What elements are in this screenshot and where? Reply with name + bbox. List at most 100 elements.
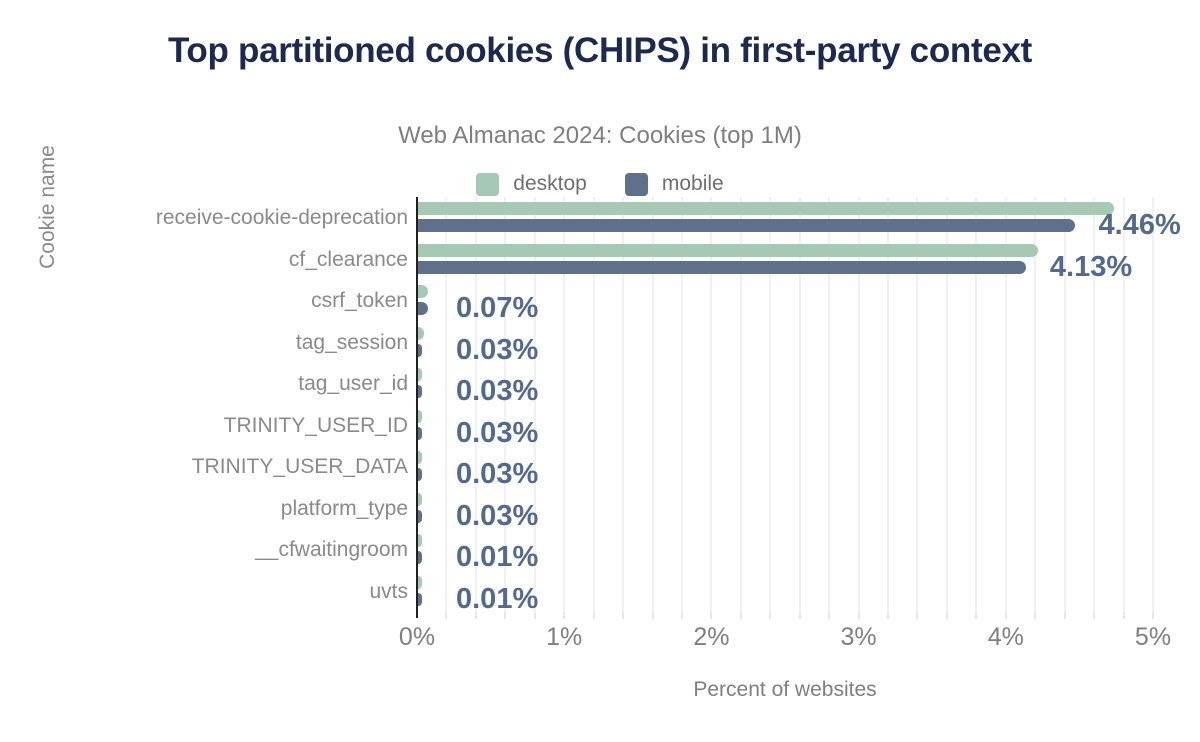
row-label: csrf_token xyxy=(311,289,408,312)
axis-tick-mark xyxy=(798,612,801,619)
bar-group: 0.03% xyxy=(418,446,1200,490)
gridline xyxy=(1093,197,1096,612)
value-label: 0.01% xyxy=(456,582,539,615)
axis-tick-mark xyxy=(1063,612,1066,619)
chart-subtitle: Web Almanac 2024: Cookies (top 1M) xyxy=(398,122,802,149)
mobile-swatch-icon xyxy=(624,172,648,196)
axis-tick-mark xyxy=(710,612,713,619)
axis-tick-mark xyxy=(769,612,772,619)
value-label: 0.01% xyxy=(456,541,539,573)
gridline xyxy=(533,197,536,612)
gridline xyxy=(680,197,683,612)
row-label: TRINITY_USER_DATA xyxy=(191,455,408,478)
mobile-bar xyxy=(418,509,423,523)
axis-tick-mark xyxy=(1152,612,1154,619)
gridline xyxy=(651,197,654,612)
gridline xyxy=(445,197,448,612)
bar-rows: receive-cookie-deprecation 4.46% cf_clea… xyxy=(0,197,1200,615)
axis-tick-mark xyxy=(1004,612,1007,619)
bar-group: 0.03% xyxy=(418,322,1200,366)
gridline xyxy=(739,197,742,612)
mobile-bar xyxy=(418,592,422,606)
desktop-bar xyxy=(418,575,422,589)
y-axis-line xyxy=(416,197,418,618)
plot-area: desktop mobile receive-cookie-deprecatio… xyxy=(0,172,1200,727)
bar-row: TRINITY_USER_ID 0.03% xyxy=(0,405,1200,449)
mobile-bar xyxy=(418,219,1075,232)
x-tick-label: 3% xyxy=(840,623,877,651)
x-tick-label: 5% xyxy=(1134,623,1172,651)
bar-row: uvts 0.01% xyxy=(0,571,1200,615)
gridline xyxy=(916,197,919,612)
desktop-bar xyxy=(418,451,423,464)
mobile-bar xyxy=(418,302,429,315)
gridline xyxy=(769,197,772,612)
row-label: cf_clearance xyxy=(288,247,408,271)
axis-tick-mark xyxy=(945,612,948,619)
row-label: platform_type xyxy=(280,496,408,520)
x-tick-label: 0% xyxy=(398,623,436,651)
desktop-bar xyxy=(418,492,423,506)
gridline xyxy=(504,197,507,612)
row-label: tag_session xyxy=(295,330,408,354)
desktop-bar xyxy=(418,326,424,340)
axis-tick-mark xyxy=(1034,612,1037,619)
axis-tick-mark xyxy=(887,612,890,619)
row-label: __cfwaitingroom xyxy=(255,538,408,561)
legend-item-desktop[interactable]: desktop xyxy=(476,172,587,196)
bar-group: 0.01% xyxy=(418,571,1200,615)
value-label: 0.03% xyxy=(456,333,539,366)
bar-row: csrf_token 0.07% xyxy=(0,280,1200,324)
row-label: uvts xyxy=(369,579,408,603)
gridline xyxy=(1122,197,1125,612)
axis-tick-mark xyxy=(592,612,595,619)
x-tick-label: 1% xyxy=(546,623,583,651)
bar-group: 4.13% xyxy=(418,239,1200,283)
mobile-bar xyxy=(418,260,1026,274)
desktop-bar xyxy=(418,285,429,298)
mobile-bar xyxy=(418,426,423,440)
gridline xyxy=(1004,197,1007,612)
axis-tick-mark xyxy=(1122,612,1125,619)
value-label: 4.46% xyxy=(1098,209,1181,241)
mobile-bar xyxy=(418,468,423,481)
gridline xyxy=(474,197,477,612)
value-label: 0.03% xyxy=(456,458,539,490)
row-label: TRINITY_USER_ID xyxy=(223,413,408,437)
mobile-bar xyxy=(418,551,422,564)
gridline xyxy=(1152,197,1154,612)
desktop-swatch-icon xyxy=(476,172,500,196)
row-label: receive-cookie-deprecation xyxy=(155,206,408,229)
gridline xyxy=(857,197,860,612)
axis-tick-mark xyxy=(1093,612,1096,619)
bar-row: __cfwaitingroom 0.01% xyxy=(0,529,1200,573)
legend-item-mobile[interactable]: mobile xyxy=(624,172,724,196)
value-label: 0.07% xyxy=(456,292,539,324)
bar-group: 0.07% xyxy=(418,280,1200,324)
x-tick-label: 4% xyxy=(987,623,1024,651)
axis-tick-mark xyxy=(474,612,477,619)
value-label: 0.03% xyxy=(456,416,539,449)
axis-tick-mark xyxy=(680,612,683,619)
desktop-bar xyxy=(418,409,423,423)
axis-tick-mark xyxy=(828,612,831,619)
desktop-bar xyxy=(418,534,422,547)
gridline xyxy=(828,197,831,612)
axis-tick-mark xyxy=(533,612,536,619)
bar-row: platform_type 0.03% xyxy=(0,488,1200,532)
gridline xyxy=(710,197,713,612)
bar-row: receive-cookie-deprecation 4.46% xyxy=(0,197,1200,241)
x-tick-label: 2% xyxy=(693,623,730,651)
axis-tick-mark xyxy=(916,612,919,619)
gridline xyxy=(975,197,978,612)
grid-layer xyxy=(417,197,1155,612)
axis-tick-mark xyxy=(857,612,860,619)
bar-group: 0.03% xyxy=(418,405,1200,449)
axis-tick-mark xyxy=(504,612,507,619)
axis-tick-mark xyxy=(563,612,566,619)
desktop-bar xyxy=(418,202,1115,215)
gridline xyxy=(1034,197,1037,612)
chart-title: Top partitioned cookies (CHIPS) in first… xyxy=(167,31,1033,70)
gridline xyxy=(592,197,595,612)
